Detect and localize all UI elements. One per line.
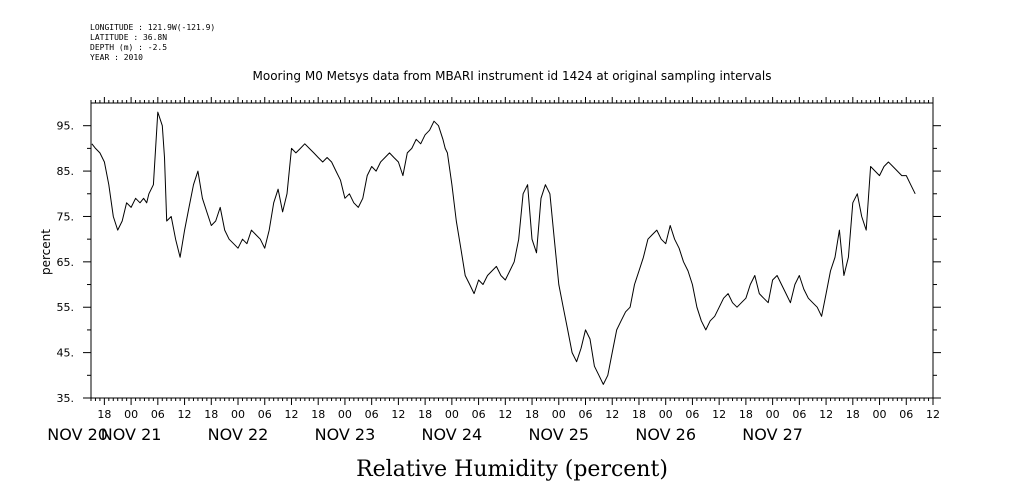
- x-tick-label: 06: [472, 408, 486, 421]
- y-tick-label: 85.: [57, 165, 75, 178]
- x-tick-label: 12: [605, 408, 619, 421]
- y-tick-label: 55.: [57, 301, 75, 314]
- x-tick-label: 12: [178, 408, 192, 421]
- x-tick-label: 00: [445, 408, 459, 421]
- y-tick-label: 35.: [57, 392, 75, 405]
- humidity-series-line: [91, 111, 916, 385]
- x-tick-label: 18: [418, 408, 432, 421]
- y-axis-label: percent: [39, 229, 53, 275]
- latitude-label: LATITUDE : 36.8N: [90, 33, 167, 42]
- x-tick-label: 18: [525, 408, 539, 421]
- x-day-label: NOV 24: [422, 425, 483, 444]
- x-tick-label: 18: [204, 408, 218, 421]
- year-label: YEAR : 2010: [90, 53, 143, 62]
- x-tick-label: 06: [579, 408, 593, 421]
- longitude-label: LONGITUDE : 121.9W(-121.9): [90, 23, 215, 32]
- x-tick-label: 06: [258, 408, 272, 421]
- x-tick-label: 00: [552, 408, 566, 421]
- x-tick-label: 00: [766, 408, 780, 421]
- x-day-label: NOV 20: [47, 425, 108, 444]
- chart-title: Mooring M0 Metsys data from MBARI instru…: [253, 69, 772, 83]
- x-tick-label: 12: [926, 408, 940, 421]
- y-tick-label: 65.: [57, 256, 75, 269]
- y-tick-label: 95.: [57, 120, 75, 133]
- x-tick-label: 06: [365, 408, 379, 421]
- x-tick-label: 18: [846, 408, 860, 421]
- plot-frame: [90, 102, 934, 399]
- x-tick-label: 12: [712, 408, 726, 421]
- x-tick-label: 06: [899, 408, 913, 421]
- y-tick-label: 45.: [57, 347, 75, 360]
- x-tick-label: 12: [284, 408, 298, 421]
- x-tick-label: 06: [151, 408, 165, 421]
- y-tick-label: 75.: [57, 210, 75, 223]
- x-day-label: NOV 27: [742, 425, 803, 444]
- x-tick-label: 12: [819, 408, 833, 421]
- depth-label: DEPTH (m) : -2.5: [90, 43, 167, 52]
- x-tick-label: 00: [338, 408, 352, 421]
- x-day-label: NOV 22: [208, 425, 269, 444]
- x-tick-label: 18: [739, 408, 753, 421]
- x-day-label: NOV 23: [315, 425, 376, 444]
- x-tick-label: 12: [498, 408, 512, 421]
- x-day-label: NOV 26: [635, 425, 696, 444]
- x-tick-label: 18: [311, 408, 325, 421]
- x-tick-label: 12: [391, 408, 405, 421]
- x-tick-label: 00: [873, 408, 887, 421]
- x-tick-label: 18: [632, 408, 646, 421]
- x-tick-label: 06: [792, 408, 806, 421]
- x-tick-label: 00: [124, 408, 138, 421]
- x-day-label: NOV 21: [101, 425, 162, 444]
- x-tick-label: 18: [97, 408, 111, 421]
- x-tick-label: 00: [659, 408, 673, 421]
- x-axis-label: Relative Humidity (percent): [356, 457, 668, 482]
- x-tick-label: 06: [685, 408, 699, 421]
- x-tick-label: 00: [231, 408, 245, 421]
- x-day-label: NOV 25: [528, 425, 589, 444]
